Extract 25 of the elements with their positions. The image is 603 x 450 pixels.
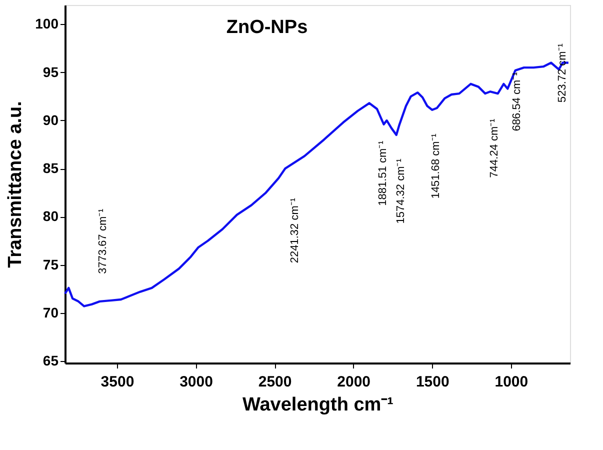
y-tick-label: 75 bbox=[42, 256, 59, 272]
y-tick-label: 65 bbox=[42, 352, 59, 369]
y-axis-title: Transmittance a.u. bbox=[5, 101, 26, 268]
annotation: 1451.68 cm⁻¹ bbox=[430, 133, 442, 199]
y-tick-label: 80 bbox=[42, 208, 59, 224]
annotation: 744.24 cm⁻¹ bbox=[488, 118, 500, 178]
x-tick-label: 1500 bbox=[416, 374, 450, 390]
x-tick-label: 1000 bbox=[494, 374, 528, 390]
annotation: 1574.32 cm⁻¹ bbox=[394, 158, 407, 224]
x-tick-label: 2500 bbox=[258, 374, 292, 390]
y-tick-label: 85 bbox=[42, 160, 59, 176]
y-tick-label: 70 bbox=[42, 304, 59, 320]
annotation: 523.72 cm⁻¹ bbox=[556, 43, 568, 103]
annotation: 686.54 cm⁻¹ bbox=[510, 72, 523, 132]
annotation: 1881.51 cm⁻¹ bbox=[377, 140, 390, 206]
y-tick-label: 100 bbox=[35, 16, 59, 32]
y-tick-label: 95 bbox=[42, 64, 59, 80]
annotation: 3773.67 cm⁻¹ bbox=[96, 208, 109, 274]
annotation: 2241.32 cm⁻¹ bbox=[288, 198, 301, 264]
x-axis-title: Wavelength cm⁻¹ bbox=[242, 394, 394, 416]
x-tick-label: 3000 bbox=[180, 374, 213, 390]
x-tick-label: 3500 bbox=[100, 374, 134, 390]
x-tick-label: 2000 bbox=[337, 374, 371, 390]
y-tick-label: 90 bbox=[42, 112, 59, 128]
text: ZnO-NPs bbox=[226, 17, 308, 38]
